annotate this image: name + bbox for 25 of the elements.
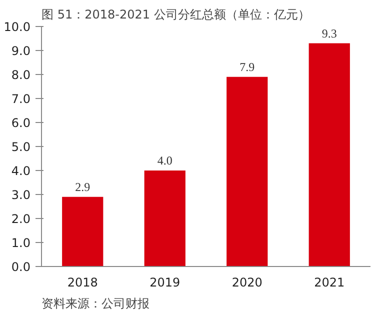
data-label: 7.9	[240, 60, 255, 74]
bar	[62, 196, 104, 266]
y-tick-label: 7.0	[11, 92, 31, 106]
bar	[144, 170, 186, 266]
y-tick-label: 0.0	[11, 260, 31, 274]
bar	[308, 43, 350, 266]
y-tick-label: 3.0	[11, 188, 31, 202]
bar	[226, 76, 268, 266]
y-tick-label: 1.0	[11, 236, 31, 250]
x-tick-label: 2018	[67, 276, 98, 290]
y-tick-label: 8.0	[11, 68, 31, 82]
x-tick-label: 2020	[232, 276, 262, 290]
data-label: 9.3	[322, 26, 337, 40]
text: 资料来源：公司财报	[42, 296, 150, 310]
y-tick-label: 5.0	[11, 140, 31, 154]
y-tick-label: 6.0	[11, 116, 31, 130]
y-tick-label: 4.0	[11, 164, 31, 178]
data-label: 4.0	[157, 154, 172, 168]
data-label: 2.9	[75, 180, 90, 194]
chart-title: 图 51：2018-2021 公司分红总额（单位：亿元）	[42, 8, 310, 22]
x-tick-label: 2019	[150, 276, 180, 290]
y-tick-label: 2.0	[11, 212, 31, 226]
y-tick-label: 10.0	[4, 20, 30, 34]
y-tick-label: 9.0	[11, 44, 31, 58]
x-tick-label: 2021	[314, 276, 345, 290]
